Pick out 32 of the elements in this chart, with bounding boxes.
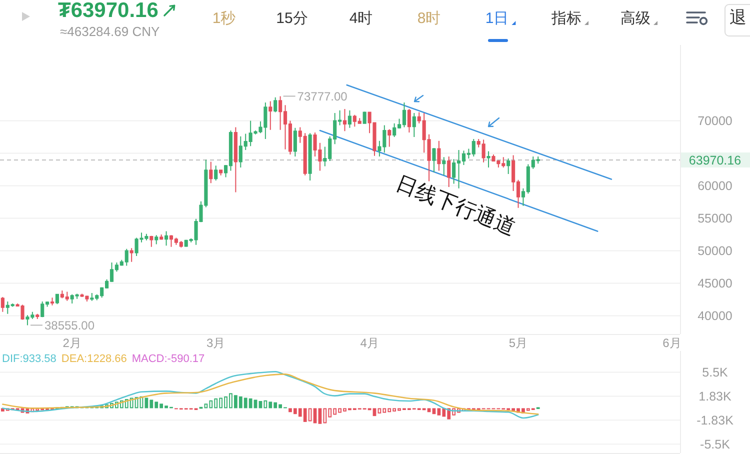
y-tick-label: 1.83K (698, 390, 732, 404)
text: DIF:933.58 (2, 353, 56, 365)
y-tick-label: 40000 (698, 309, 732, 324)
text: 高级 (620, 10, 650, 27)
x-tick-label: 4月 (360, 336, 379, 350)
annotation: 日线下行通道 (392, 172, 518, 240)
y-tick-label: 60000 (698, 179, 732, 194)
annotation: 73777.00 (297, 89, 348, 104)
text: DEA:1228.66 (61, 353, 127, 365)
annotation: 38555.00 (44, 318, 95, 332)
y-tick-label: 55000 (698, 212, 732, 226)
text: 退 (730, 8, 746, 27)
text: 1秒 (212, 10, 236, 27)
x-tick-label: 3月 (206, 336, 226, 350)
text: 4时 (349, 10, 373, 27)
x-tick-label: 6月 (662, 336, 682, 350)
text: ≈463284.69 CNY (60, 24, 160, 39)
text: 15分 (276, 10, 308, 27)
x-tick-label: 2月 (62, 336, 82, 350)
y-tick-label: 5.5K (702, 366, 729, 380)
y-tick-label: -5.5K (700, 438, 731, 452)
y-tick-label: 70000 (698, 114, 732, 128)
text: 1日 (485, 10, 509, 27)
x-tick-label: 5月 (508, 336, 528, 350)
text: 指标 (550, 10, 582, 27)
y-tick-label: -1.83K (696, 414, 734, 428)
annotation: MACD:-590.17 (132, 353, 205, 365)
text: 8时 (417, 10, 441, 27)
ref-line-label: 63970.16 (688, 153, 742, 168)
y-tick-label: 50000 (698, 244, 732, 258)
text: ₮63970.16 (58, 0, 158, 22)
y-tick-label: 45000 (698, 276, 732, 291)
